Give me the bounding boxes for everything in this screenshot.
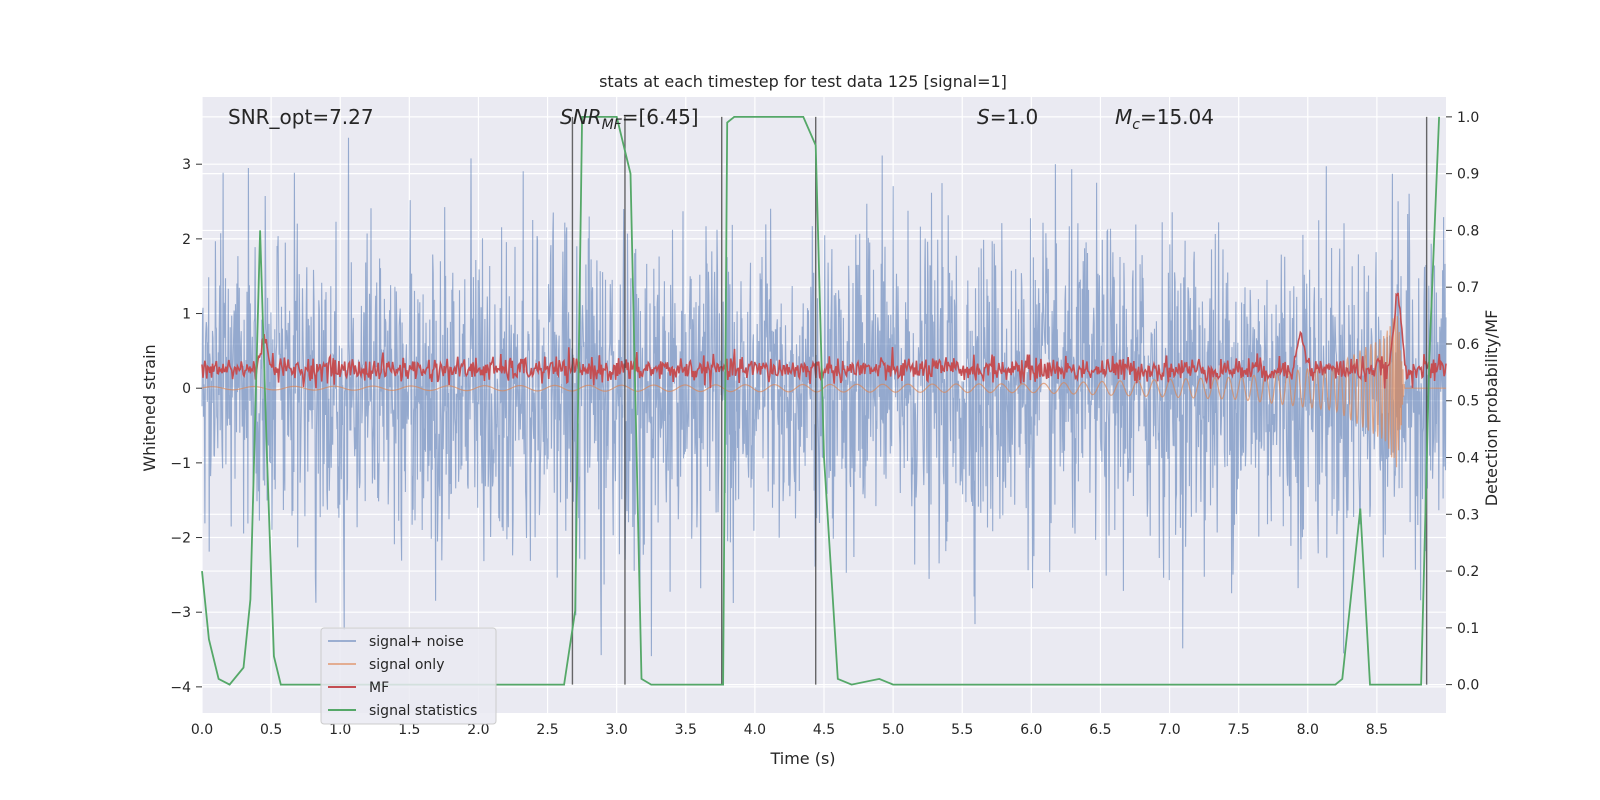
annotation-s: S=1.0 [977, 105, 1038, 129]
line-mf [201, 292, 1447, 389]
x-tick-label: 7.5 [1228, 722, 1250, 738]
line-signal-statistics [201, 116, 1440, 686]
legend-label-mf: MF [369, 680, 389, 696]
vertical-markers [571, 116, 1428, 685]
y-right-tick-label: 0.9 [1457, 167, 1479, 183]
x-tick-label: 2.5 [536, 722, 558, 738]
x-tick-label: 6.5 [1089, 722, 1111, 738]
legend-label-signal-statistics: signal statistics [369, 703, 477, 719]
y-right-tick-label: 0.8 [1457, 223, 1479, 239]
legend-label-signal-noise: signal+ noise [369, 634, 464, 650]
x-tick-label: 8.0 [1297, 722, 1319, 738]
x-tick-label: 2.0 [467, 722, 489, 738]
x-tick-label: 0.0 [191, 722, 213, 738]
x-tick-label: 5.0 [882, 722, 904, 738]
legend-box [320, 627, 497, 725]
y-left-tick-label: −1 [170, 456, 191, 472]
y-left-tick-label: −3 [170, 605, 191, 621]
series-mf [201, 292, 1447, 389]
annotation-snr-opt: SNR_opt=7.27 [228, 105, 374, 129]
legend-label-signal-only: signal only [369, 657, 444, 673]
x-tick-label: 5.5 [951, 722, 973, 738]
x-tick-label: 4.0 [744, 722, 766, 738]
y-right-tick-label: 1.0 [1457, 110, 1479, 126]
y-left-tick-label: −2 [170, 531, 191, 547]
y-right-tick-label: 0.3 [1457, 507, 1479, 523]
y-right-tick-labels: 1.0 0.9 0.8 0.7 0.6 0.5 0.4 0.3 0.2 0.1 0.0 [1446, 110, 1479, 694]
x-tick-label: 3.5 [675, 722, 697, 738]
x-tick-label: 0.5 [260, 722, 282, 738]
y-right-tick-label: 0.4 [1457, 451, 1479, 467]
chart-title: stats at each timestep for test data 125… [599, 72, 1007, 91]
legend: signal+ noise signal only MF signal stat… [320, 627, 497, 725]
series-signal-statistics [201, 116, 1440, 686]
y-left-tick-label: −4 [170, 680, 191, 696]
y-right-tick-label: 0.7 [1457, 280, 1479, 296]
y-left-tick-labels: 3 2 1 0 −1 −2 −3 −4 [170, 157, 202, 696]
y-right-tick-label: 0.2 [1457, 564, 1479, 580]
x-tick-label: 6.0 [1020, 722, 1042, 738]
x-tick-label: 1.0 [329, 722, 351, 738]
y-left-tick-label: 3 [182, 157, 191, 173]
y-left-tick-label: 2 [182, 232, 191, 248]
annotation-snr-mf: SNRMF=[6.45] [560, 105, 699, 133]
y-left-tick-label: 1 [182, 307, 191, 323]
y-left-axis-label: Whitened strain [140, 344, 159, 471]
x-tick-label: 8.5 [1366, 722, 1388, 738]
y-left-tick-label: 0 [182, 381, 191, 397]
x-tick-label: 1.5 [398, 722, 420, 738]
x-tick-labels: 0.0 0.5 1.0 1.5 2.0 2.5 3.0 3.5 4.0 4.5 5.0 5.5 6.0 6… [191, 722, 1388, 738]
y-right-tick-label: 0.6 [1457, 337, 1479, 353]
y-right-tick-label: 0.0 [1457, 678, 1479, 694]
x-tick-label: 4.5 [813, 722, 835, 738]
line-signal-noise [201, 137, 1447, 657]
series-signal-only [201, 313, 1446, 468]
y-right-axis-label: Detection probability/MF [1482, 310, 1501, 507]
y-right-tick-label: 0.5 [1457, 394, 1479, 410]
line-signal-only [201, 313, 1446, 468]
x-axis-label: Time (s) [769, 749, 835, 768]
x-tick-label: 3.0 [606, 722, 628, 738]
annotation-mc: Mc=15.04 [1115, 105, 1214, 133]
y-right-tick-label: 0.1 [1457, 621, 1479, 637]
x-tick-label: 7.0 [1158, 722, 1180, 738]
series-signal-noise [201, 137, 1447, 657]
